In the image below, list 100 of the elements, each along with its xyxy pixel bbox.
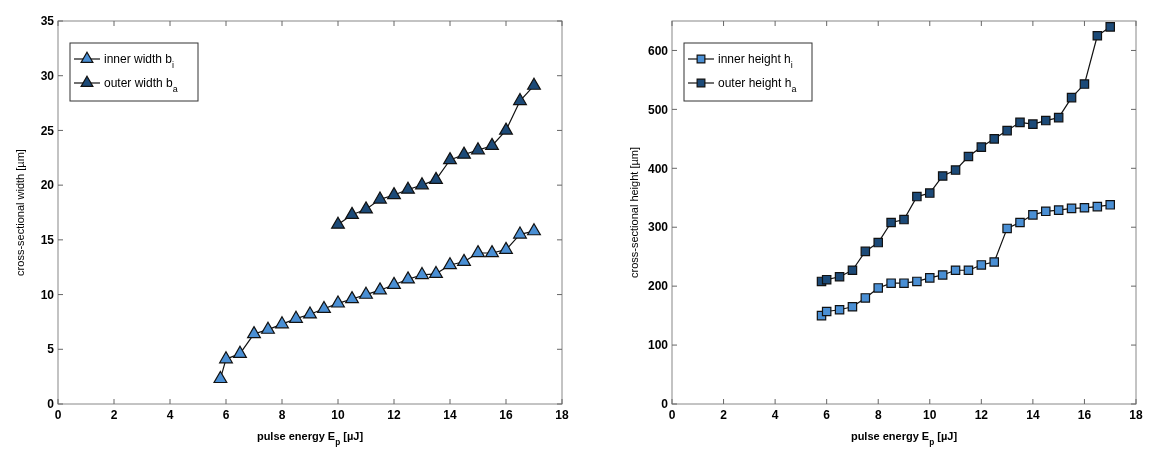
point — [373, 191, 387, 204]
x-tick-label: 6 — [823, 408, 831, 422]
point — [387, 276, 401, 289]
point — [989, 134, 1000, 144]
point — [937, 171, 948, 181]
point — [963, 265, 974, 276]
point — [289, 310, 303, 323]
x-tick-label: 12 — [974, 408, 989, 422]
y-tick-label: 0 — [661, 397, 669, 412]
point — [485, 137, 499, 151]
point — [1105, 22, 1116, 32]
y-tick-label: 15 — [40, 233, 55, 248]
point — [345, 291, 359, 304]
point — [527, 223, 541, 236]
x-tick-label: 18 — [1129, 408, 1143, 422]
point — [924, 273, 935, 283]
point — [415, 266, 429, 280]
point — [331, 216, 345, 229]
point — [950, 165, 961, 175]
point — [860, 246, 871, 257]
y-tick-label: 5 — [47, 342, 55, 357]
y-tick-label: 200 — [647, 279, 669, 294]
legend-label: inner height h$_{i}$ — [718, 52, 793, 71]
y-tick-label: 500 — [647, 102, 669, 117]
point — [1040, 206, 1051, 217]
legend-label: inner width b$_{i}$ — [104, 52, 175, 71]
point — [847, 265, 858, 276]
point — [359, 201, 373, 214]
point — [1015, 117, 1025, 128]
y-tick-label: 30 — [40, 68, 55, 83]
point — [1053, 205, 1064, 215]
point — [513, 92, 527, 106]
point — [963, 151, 974, 162]
point — [1028, 210, 1038, 220]
point — [886, 278, 896, 288]
y-axis-title: cross-sectional height [µm] — [628, 146, 640, 279]
point — [860, 293, 871, 303]
point — [1066, 203, 1077, 214]
point — [429, 265, 443, 279]
y-tick-label: 20 — [40, 178, 55, 193]
point — [1015, 217, 1025, 228]
y-tick-label: 25 — [40, 123, 55, 138]
y-tick-label: 0 — [47, 397, 55, 412]
point — [275, 316, 289, 329]
point — [443, 257, 457, 270]
y-tick-label: 10 — [40, 287, 55, 302]
point — [937, 270, 948, 280]
point — [1079, 203, 1090, 213]
y-tick-label: 35 — [40, 14, 55, 29]
point — [924, 188, 935, 198]
point — [1002, 125, 1012, 136]
point — [415, 177, 429, 190]
point — [950, 265, 961, 276]
point — [247, 326, 261, 339]
point — [457, 253, 471, 267]
point — [821, 306, 832, 317]
point — [873, 237, 884, 248]
point — [1092, 201, 1103, 212]
point — [821, 274, 832, 285]
x-tick-label: 16 — [1077, 408, 1092, 422]
point — [912, 191, 922, 202]
point — [443, 152, 457, 165]
x-tick-label: 4 — [166, 408, 174, 422]
point — [1105, 200, 1116, 210]
legend-label: outer width b$_{a}$ — [104, 76, 178, 95]
point — [886, 217, 896, 228]
x-axis-title: pulse energy E$_{p}$ [µJ] — [256, 430, 364, 447]
point — [331, 295, 345, 308]
y-tick-label: 100 — [647, 338, 669, 353]
x-tick-label: 12 — [387, 408, 401, 422]
point — [1040, 115, 1051, 126]
point — [485, 245, 499, 258]
x-tick-label: 14 — [443, 408, 457, 422]
point — [1002, 223, 1012, 234]
x-tick-label: 16 — [499, 408, 513, 422]
point — [219, 351, 233, 364]
point — [989, 257, 1000, 267]
point — [976, 260, 987, 270]
point — [373, 282, 387, 295]
point — [233, 345, 247, 358]
x-tick-label: 2 — [720, 408, 728, 422]
point — [1028, 119, 1038, 129]
point — [499, 122, 513, 135]
point — [499, 241, 513, 254]
y-tick-label: 300 — [647, 220, 669, 235]
point — [873, 283, 884, 293]
point — [527, 77, 541, 90]
point — [261, 321, 275, 334]
point — [457, 146, 471, 159]
y-tick-label: 600 — [647, 43, 669, 58]
x-tick-label: 10 — [331, 408, 345, 422]
x-tick-label: 6 — [222, 408, 230, 422]
point — [471, 142, 485, 155]
x-tick-label: 8 — [278, 408, 286, 422]
point — [401, 271, 415, 284]
point — [387, 187, 401, 200]
point — [513, 226, 527, 239]
point — [976, 142, 987, 152]
point — [429, 171, 443, 184]
y-axis-title: cross-sectional width [µm] — [14, 149, 26, 276]
